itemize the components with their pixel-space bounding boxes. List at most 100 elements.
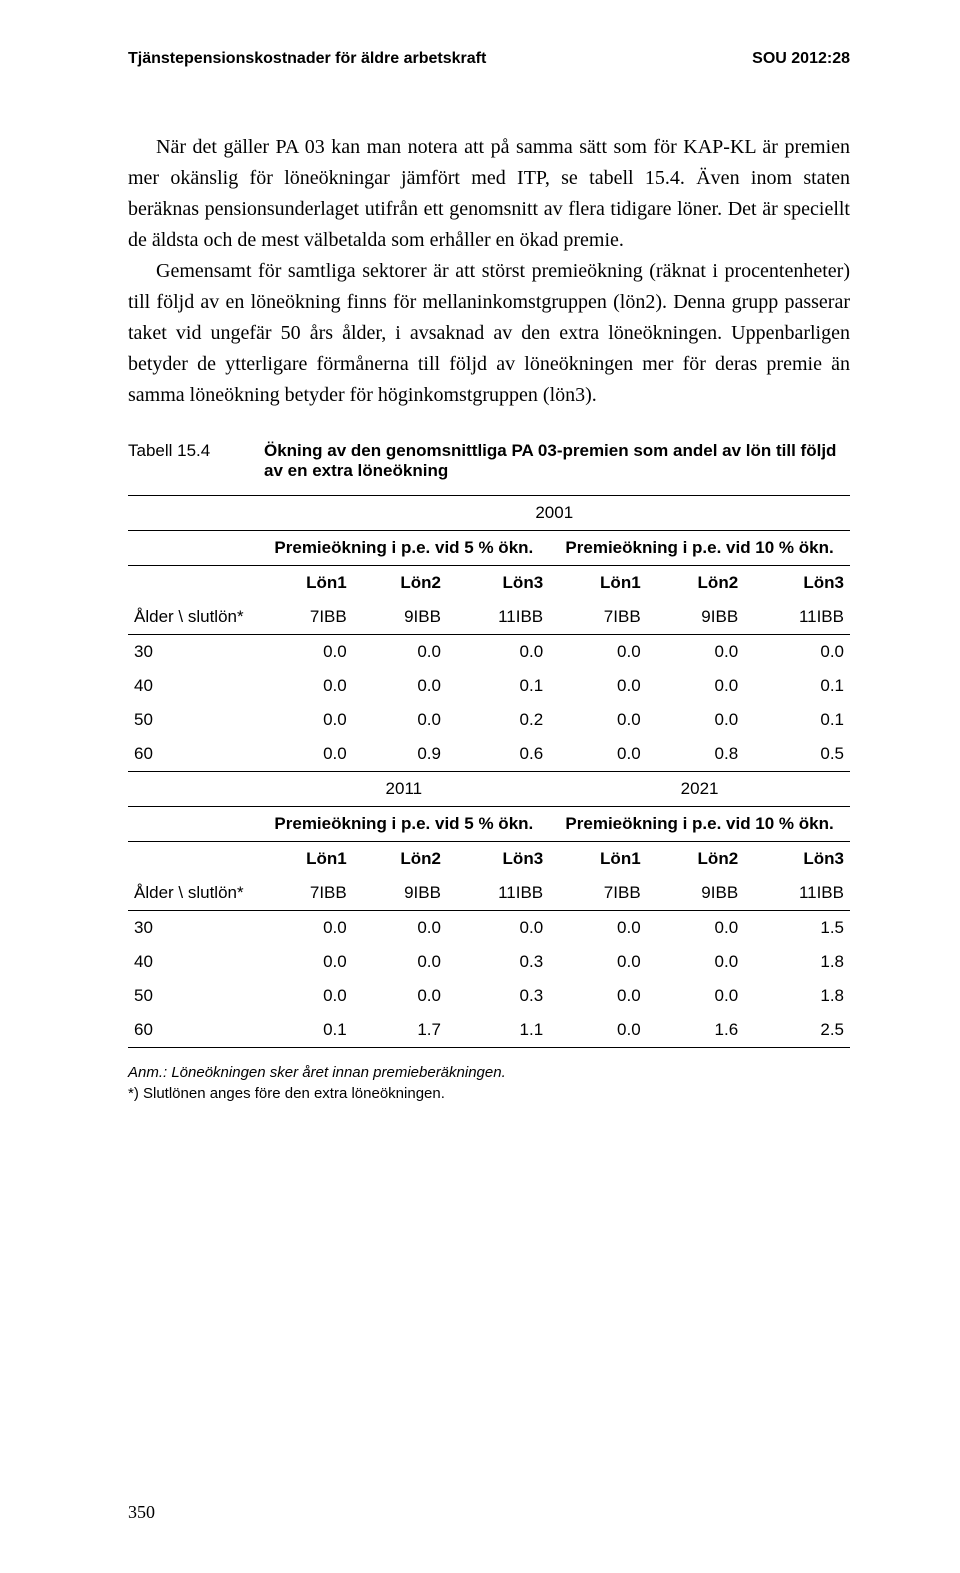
val-cell: 0.8 bbox=[647, 737, 745, 772]
ibb-cell: 7IBB bbox=[549, 600, 647, 635]
paragraph-2: Gemensamt för samtliga sektorer är att s… bbox=[128, 256, 850, 411]
val-cell: 2.5 bbox=[744, 1013, 850, 1048]
val-cell: 0.2 bbox=[447, 703, 549, 737]
data-row: 60 0.0 0.9 0.6 0.0 0.8 0.5 bbox=[128, 737, 850, 772]
val-cell: 0.0 bbox=[647, 911, 745, 946]
span-right: Premieökning i p.e. vid 10 % ökn. bbox=[549, 807, 850, 842]
val-cell: 1.1 bbox=[447, 1013, 549, 1048]
page-number: 350 bbox=[128, 1502, 155, 1523]
ibb-cell: 7IBB bbox=[259, 876, 353, 911]
val-cell: 0.0 bbox=[549, 669, 647, 703]
val-cell: 0.0 bbox=[549, 635, 647, 670]
span-right: Premieökning i p.e. vid 10 % ökn. bbox=[549, 531, 850, 566]
val-cell: 0.0 bbox=[744, 635, 850, 670]
val-cell: 0.3 bbox=[447, 945, 549, 979]
age-cell: 40 bbox=[128, 945, 259, 979]
span-head-row: Premieökning i p.e. vid 5 % ökn. Premieö… bbox=[128, 807, 850, 842]
span-left: Premieökning i p.e. vid 5 % ökn. bbox=[259, 807, 550, 842]
data-row: 50 0.0 0.0 0.2 0.0 0.0 0.1 bbox=[128, 703, 850, 737]
val-cell: 0.0 bbox=[353, 703, 447, 737]
val-cell: 0.6 bbox=[447, 737, 549, 772]
data-table: 2001 Premieökning i p.e. vid 5 % ökn. Pr… bbox=[128, 495, 850, 1048]
val-cell: 0.0 bbox=[259, 979, 353, 1013]
val-cell: 0.0 bbox=[353, 979, 447, 1013]
val-cell: 0.0 bbox=[647, 945, 745, 979]
age-label: Ålder \ slutlön* bbox=[128, 876, 259, 911]
ibb-row: Ålder \ slutlön* 7IBB 9IBB 11IBB 7IBB 9I… bbox=[128, 600, 850, 635]
span-head-row: Premieökning i p.e. vid 5 % ökn. Premieö… bbox=[128, 531, 850, 566]
val-cell: 0.0 bbox=[259, 737, 353, 772]
val-cell: 0.0 bbox=[549, 737, 647, 772]
val-cell: 1.5 bbox=[744, 911, 850, 946]
val-cell: 0.0 bbox=[353, 669, 447, 703]
val-cell: 0.0 bbox=[549, 911, 647, 946]
running-head-right: SOU 2012:28 bbox=[752, 50, 850, 68]
col-h: Lön2 bbox=[353, 842, 447, 877]
age-cell: 50 bbox=[128, 703, 259, 737]
val-cell: 0.0 bbox=[353, 945, 447, 979]
col-h: Lön3 bbox=[447, 842, 549, 877]
year-row: 2001 bbox=[128, 496, 850, 531]
ibb-cell: 9IBB bbox=[647, 600, 745, 635]
table-label: Tabell 15.4 bbox=[128, 441, 264, 481]
val-cell: 0.0 bbox=[647, 703, 745, 737]
ibb-cell: 11IBB bbox=[744, 876, 850, 911]
ibb-cell: 11IBB bbox=[744, 600, 850, 635]
age-cell: 30 bbox=[128, 635, 259, 670]
ibb-cell: 7IBB bbox=[259, 600, 353, 635]
age-cell: 50 bbox=[128, 979, 259, 1013]
val-cell: 0.1 bbox=[744, 669, 850, 703]
col-head-row: Lön1 Lön2 Lön3 Lön1 Lön2 Lön3 bbox=[128, 842, 850, 877]
col-h: Lön3 bbox=[744, 566, 850, 601]
data-row: 30 0.0 0.0 0.0 0.0 0.0 0.0 bbox=[128, 635, 850, 670]
ibb-cell: 9IBB bbox=[647, 876, 745, 911]
col-h: Lön3 bbox=[447, 566, 549, 601]
val-cell: 0.0 bbox=[259, 635, 353, 670]
table-title: Tabell 15.4 Ökning av den genomsnittliga… bbox=[128, 441, 850, 481]
body-text: När det gäller PA 03 kan man notera att … bbox=[128, 132, 850, 411]
year-row: 2011 2021 bbox=[128, 772, 850, 807]
val-cell: 0.0 bbox=[647, 979, 745, 1013]
age-cell: 40 bbox=[128, 669, 259, 703]
age-cell: 30 bbox=[128, 911, 259, 946]
age-cell: 60 bbox=[128, 1013, 259, 1048]
val-cell: 0.0 bbox=[259, 945, 353, 979]
val-cell: 0.0 bbox=[647, 635, 745, 670]
val-cell: 0.0 bbox=[549, 979, 647, 1013]
span-left: Premieökning i p.e. vid 5 % ökn. bbox=[259, 531, 550, 566]
val-cell: 0.0 bbox=[549, 945, 647, 979]
col-h: Lön3 bbox=[744, 842, 850, 877]
val-cell: 0.0 bbox=[549, 1013, 647, 1048]
data-row: 30 0.0 0.0 0.0 0.0 0.0 1.5 bbox=[128, 911, 850, 946]
year-cell: 2001 bbox=[259, 496, 850, 531]
data-row: 50 0.0 0.0 0.3 0.0 0.0 1.8 bbox=[128, 979, 850, 1013]
ibb-cell: 9IBB bbox=[353, 876, 447, 911]
val-cell: 0.0 bbox=[259, 703, 353, 737]
val-cell: 0.0 bbox=[647, 669, 745, 703]
data-row: 40 0.0 0.0 0.1 0.0 0.0 0.1 bbox=[128, 669, 850, 703]
data-row: 40 0.0 0.0 0.3 0.0 0.0 1.8 bbox=[128, 945, 850, 979]
col-h: Lön2 bbox=[353, 566, 447, 601]
footnote-star: *) Slutlönen anges före den extra löneök… bbox=[128, 1085, 445, 1102]
val-cell: 0.0 bbox=[353, 911, 447, 946]
val-cell: 0.0 bbox=[447, 911, 549, 946]
paragraph-1: När det gäller PA 03 kan man notera att … bbox=[128, 132, 850, 256]
val-cell: 0.5 bbox=[744, 737, 850, 772]
col-head-row: Lön1 Lön2 Lön3 Lön1 Lön2 Lön3 bbox=[128, 566, 850, 601]
col-h: Lön2 bbox=[647, 566, 745, 601]
data-row: 60 0.1 1.7 1.1 0.0 1.6 2.5 bbox=[128, 1013, 850, 1048]
col-h: Lön2 bbox=[647, 842, 745, 877]
val-cell: 0.0 bbox=[549, 703, 647, 737]
ibb-row: Ålder \ slutlön* 7IBB 9IBB 11IBB 7IBB 9I… bbox=[128, 876, 850, 911]
table-footnote: Anm.: Löneökningen sker året innan premi… bbox=[128, 1062, 850, 1104]
val-cell: 0.0 bbox=[259, 911, 353, 946]
ibb-cell: 11IBB bbox=[447, 876, 549, 911]
val-cell: 0.0 bbox=[353, 635, 447, 670]
age-label: Ålder \ slutlön* bbox=[128, 600, 259, 635]
ibb-cell: 11IBB bbox=[447, 600, 549, 635]
val-cell: 0.0 bbox=[447, 635, 549, 670]
val-cell: 0.3 bbox=[447, 979, 549, 1013]
val-cell: 1.6 bbox=[647, 1013, 745, 1048]
val-cell: 0.1 bbox=[447, 669, 549, 703]
val-cell: 0.1 bbox=[259, 1013, 353, 1048]
